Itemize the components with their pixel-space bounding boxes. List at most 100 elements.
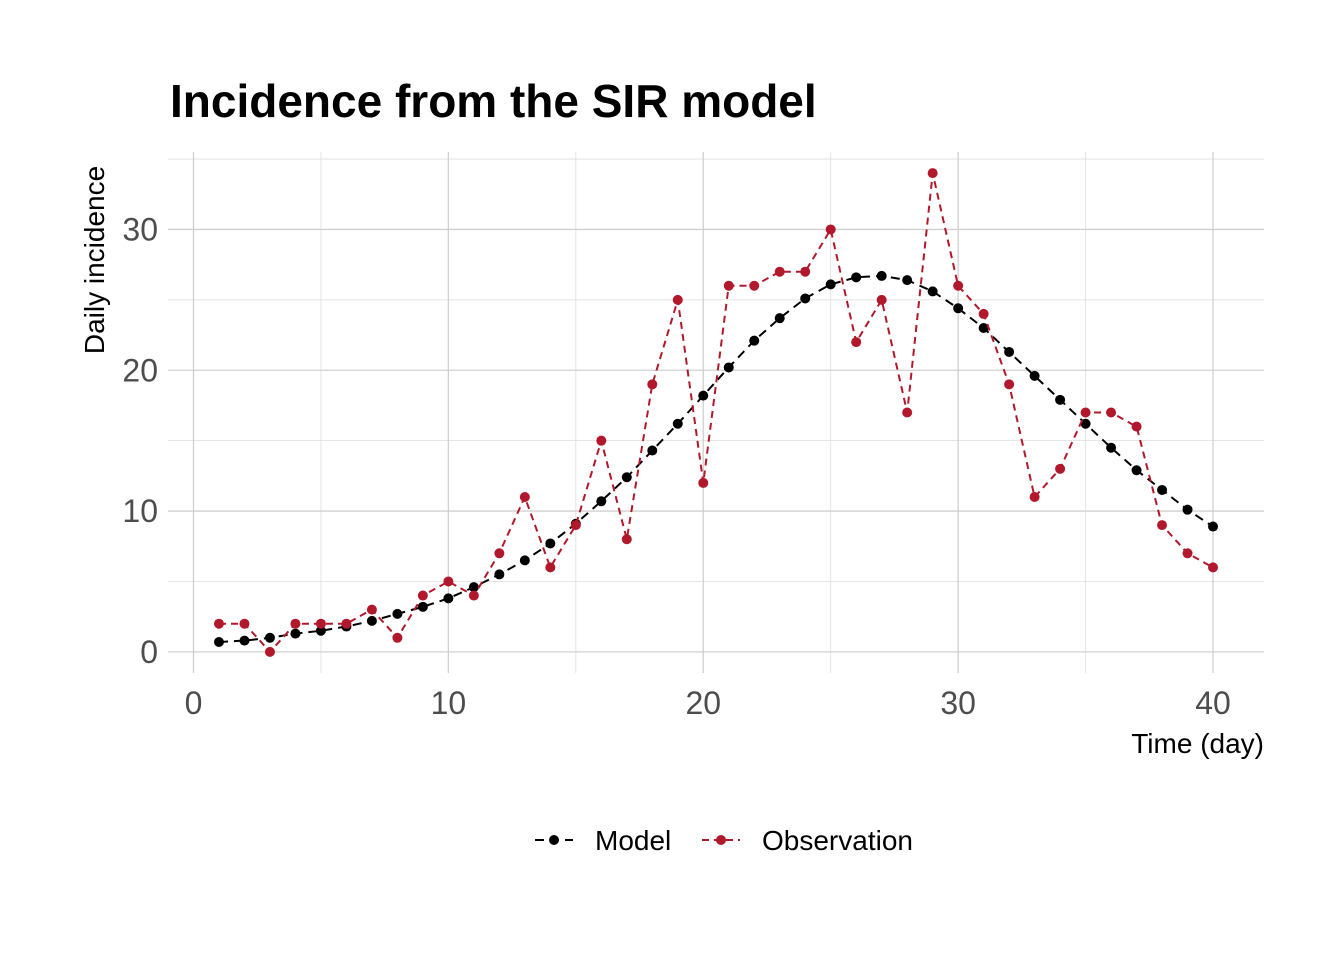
data-point-model	[698, 390, 709, 401]
data-point-model	[953, 303, 964, 314]
data-point-observation	[647, 379, 658, 390]
data-point-observation	[876, 294, 887, 305]
data-point-observation	[1106, 407, 1117, 418]
data-point-observation	[749, 280, 760, 291]
y-axis-title: Daily incidence	[79, 166, 110, 354]
grid	[168, 152, 1264, 673]
data-point-observation	[264, 646, 275, 657]
series-line-model	[218, 274, 1214, 643]
legend-item-model: Model	[535, 825, 671, 856]
data-point-model	[392, 608, 403, 619]
data-point-model	[723, 362, 734, 373]
data-point-model	[1131, 465, 1142, 476]
data-point-model	[519, 555, 530, 566]
data-point-observation	[417, 590, 428, 601]
data-point-model	[545, 538, 556, 549]
data-point-observation	[621, 534, 632, 545]
data-point-observation	[494, 548, 505, 559]
legend-item-observation: Observation	[702, 825, 913, 856]
data-point-observation	[800, 266, 811, 277]
axis-ticks: 0 10 20 30 40 0 10 20 30	[122, 211, 1230, 721]
legend-label: Model	[595, 825, 671, 856]
data-point-model	[774, 313, 785, 324]
data-point-observation	[341, 618, 352, 629]
data-point-observation	[392, 632, 403, 643]
x-axis-title: Time (day)	[1131, 728, 1264, 759]
data-point-model	[1106, 442, 1117, 453]
data-point-model	[366, 615, 377, 626]
legend-key-point	[716, 835, 726, 845]
data-point-model	[1208, 521, 1219, 532]
data-point-observation	[570, 520, 581, 531]
legend-key-point	[549, 835, 559, 845]
data-point-model	[621, 472, 632, 483]
data-point-model	[213, 637, 224, 648]
data-point-model	[1004, 346, 1015, 357]
data-point-model	[851, 272, 862, 283]
data-point-observation	[825, 224, 836, 235]
data-point-model	[902, 275, 913, 286]
data-point-observation	[239, 618, 250, 629]
data-point-observation	[1131, 421, 1142, 432]
data-point-model	[264, 632, 275, 643]
data-point-observation	[1208, 562, 1219, 573]
data-point-observation	[698, 477, 709, 488]
data-point-observation	[927, 168, 938, 179]
data-point-observation	[468, 590, 479, 601]
data-point-model	[927, 286, 938, 297]
data-point-model	[1080, 418, 1091, 429]
data-point-observation	[1157, 520, 1168, 531]
data-point-observation	[545, 562, 556, 573]
data-point-observation	[213, 618, 224, 629]
data-point-model	[1055, 394, 1066, 405]
data-point-observation	[953, 280, 964, 291]
data-point-model	[1157, 484, 1168, 495]
data-point-model	[1029, 370, 1040, 381]
data-point-model	[443, 593, 454, 604]
x-tick-label: 20	[685, 685, 721, 721]
y-tick-label: 20	[122, 352, 158, 388]
data-point-observation	[519, 491, 530, 502]
series-observation	[213, 168, 1219, 657]
data-point-model	[1182, 504, 1193, 515]
legend-label: Observation	[762, 825, 913, 856]
data-point-observation	[672, 294, 683, 305]
data-point-model	[290, 628, 301, 639]
data-point-observation	[315, 618, 326, 629]
data-point-model	[876, 270, 887, 281]
data-point-model	[825, 279, 836, 290]
data-point-model	[749, 335, 760, 346]
data-point-observation	[1055, 463, 1066, 474]
data-point-observation	[443, 576, 454, 587]
data-point-model	[672, 418, 683, 429]
legend: Model Observation	[535, 825, 913, 856]
data-point-model	[468, 582, 479, 593]
series-layer	[213, 168, 1219, 657]
data-point-observation	[1080, 407, 1091, 418]
data-point-observation	[290, 618, 301, 629]
series-line-observation	[219, 172, 1214, 654]
data-point-observation	[1004, 379, 1015, 390]
x-tick-label: 10	[431, 685, 467, 721]
y-tick-label: 10	[122, 493, 158, 529]
x-tick-label: 40	[1195, 685, 1231, 721]
data-point-observation	[1029, 491, 1040, 502]
y-tick-label: 30	[122, 211, 158, 247]
chart-title: Incidence from the SIR model	[170, 75, 817, 127]
data-point-observation	[978, 308, 989, 319]
data-point-observation	[774, 266, 785, 277]
data-point-model	[647, 445, 658, 456]
y-tick-label: 0	[140, 634, 158, 670]
data-point-model	[315, 625, 326, 636]
data-point-observation	[1182, 548, 1193, 559]
data-point-model	[239, 635, 250, 646]
data-point-observation	[902, 407, 913, 418]
x-tick-label: 0	[185, 685, 203, 721]
x-tick-label: 30	[940, 685, 976, 721]
data-point-observation	[851, 337, 862, 348]
data-point-observation	[366, 604, 377, 615]
data-point-model	[417, 601, 428, 612]
data-point-model	[596, 496, 607, 507]
